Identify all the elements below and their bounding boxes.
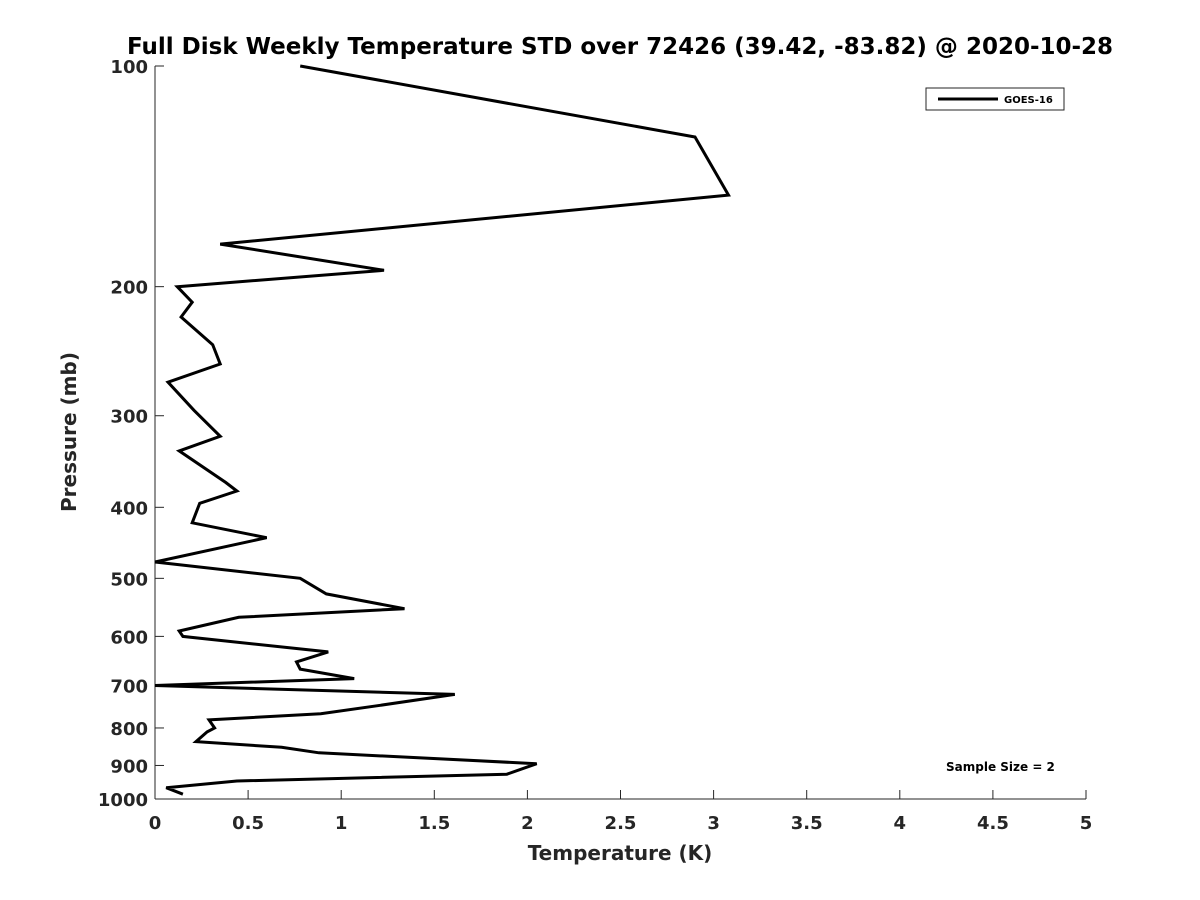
y-tick-label: 600: [110, 627, 148, 648]
x-tick-label: 2.5: [605, 813, 637, 834]
y-axis-label: Pressure (mb): [57, 352, 81, 512]
y-tick-label: 1000: [98, 790, 148, 811]
y-tick-label: 100: [110, 57, 148, 78]
x-tick-label: 1.5: [418, 813, 450, 834]
x-axis-label: Temperature (K): [528, 841, 713, 865]
sample-size-annotation: Sample Size = 2: [946, 760, 1055, 774]
y-tick-label: 200: [110, 278, 148, 299]
legend: GOES-16: [925, 87, 1065, 111]
y-tick-label: 700: [110, 676, 148, 697]
y-tick-label: 900: [110, 756, 148, 777]
x-tick-label: 5: [1080, 813, 1093, 834]
x-ticks: 0 0.5 1 1.5 2 2.5 3 3.5 4 4.5 5: [149, 790, 1093, 834]
chart-title: Full Disk Weekly Temperature STD over 72…: [127, 34, 1113, 60]
x-tick-label: 1: [335, 813, 348, 834]
x-tick-label: 4.5: [977, 813, 1009, 834]
x-tick-label: 0: [149, 813, 162, 834]
series-line-goes-16: [154, 64, 731, 796]
x-tick-label: 3: [707, 813, 720, 834]
x-tick-label: 4: [894, 813, 907, 834]
x-tick-label: 2: [521, 813, 534, 834]
y-tick-label: 500: [110, 569, 148, 590]
y-tick-label: 800: [110, 719, 148, 740]
legend-label: GOES-16: [1004, 95, 1053, 106]
y-tick-label: 300: [110, 407, 148, 428]
y-tick-label: 400: [110, 498, 148, 519]
y-ticks: 100 200 300 400 500 600 700 800 900 1000: [98, 57, 164, 811]
x-tick-label: 3.5: [791, 813, 823, 834]
x-tick-label: 0.5: [232, 813, 264, 834]
